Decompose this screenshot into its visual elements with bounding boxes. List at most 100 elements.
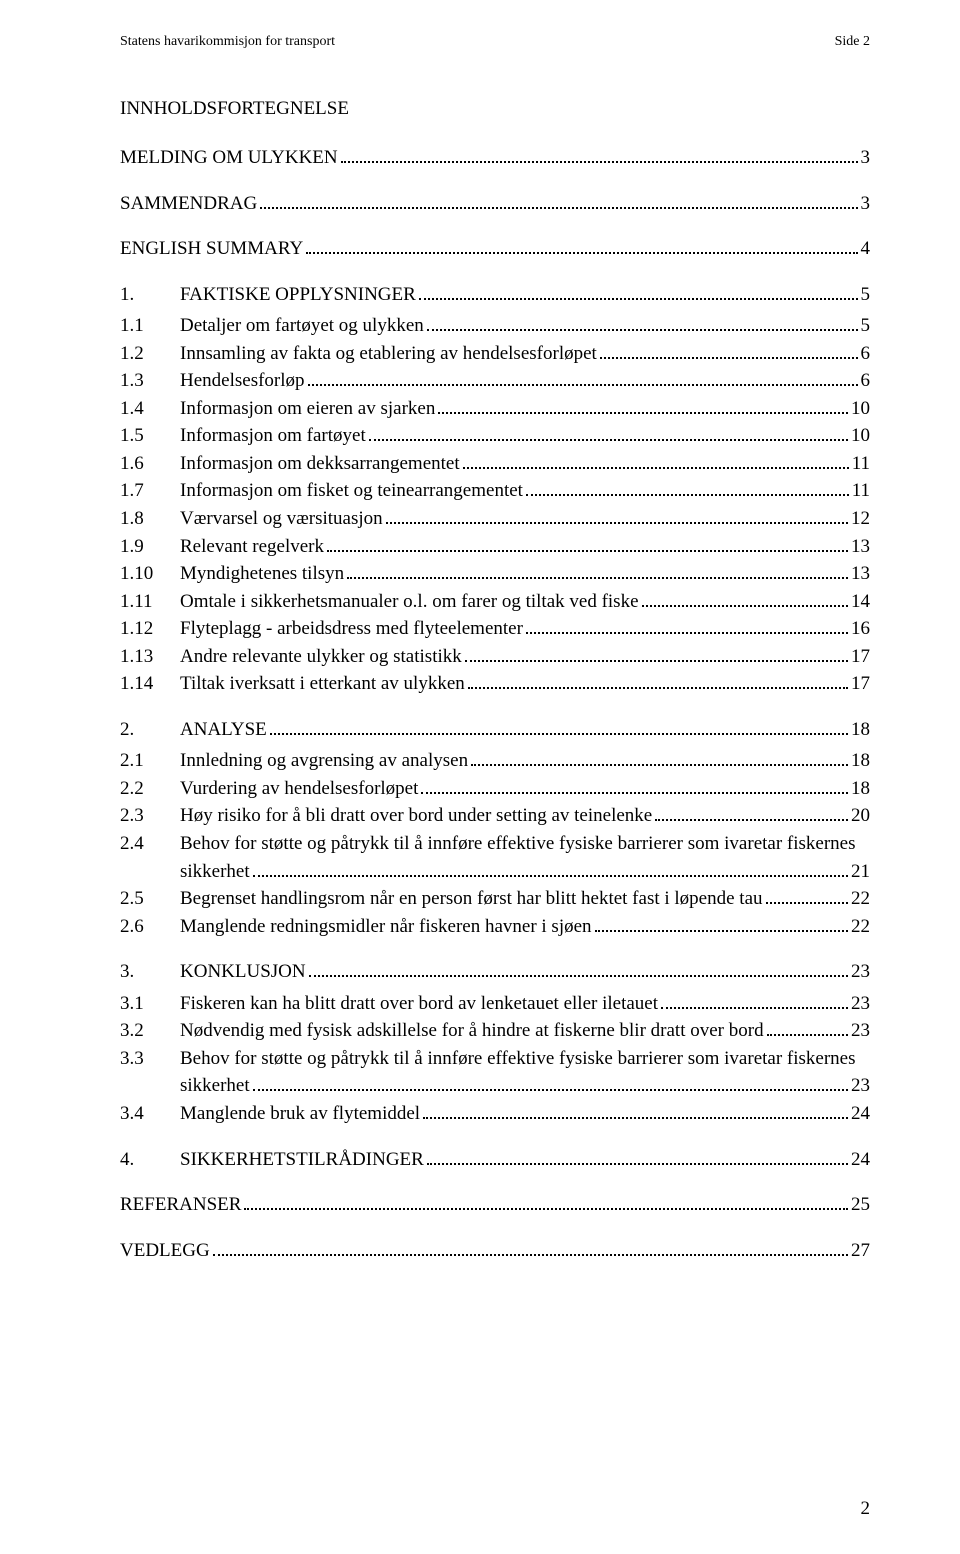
toc-entry-page: 16 bbox=[851, 615, 870, 643]
spacer bbox=[120, 217, 870, 235]
toc-entry-number: 2.4 bbox=[120, 830, 180, 858]
toc-entry: VEDLEGG27 bbox=[120, 1237, 870, 1265]
toc-entry-label: Hendelsesforløp bbox=[180, 367, 305, 395]
toc-entry-page: 23 bbox=[851, 958, 870, 986]
toc-entry-page: 3 bbox=[861, 190, 871, 218]
toc-entry-page: 17 bbox=[851, 670, 870, 698]
toc-entry-page: 4 bbox=[861, 235, 871, 263]
toc-entry: 1.8Værvarsel og værsituasjon12 bbox=[120, 505, 870, 533]
toc-entry-number: 1.9 bbox=[120, 533, 180, 561]
toc-leader bbox=[463, 454, 849, 469]
toc-leader bbox=[253, 861, 848, 876]
toc-entry: 1.10Myndighetenes tilsyn 13 bbox=[120, 560, 870, 588]
toc-leader bbox=[306, 239, 857, 254]
toc-entry-label: Værvarsel og værsituasjon bbox=[180, 505, 383, 533]
toc-entry-page: 5 bbox=[861, 312, 871, 340]
toc-entry-page: 25 bbox=[851, 1191, 870, 1219]
toc-entry-label: Myndighetenes tilsyn bbox=[180, 560, 344, 588]
toc-entry-number: 2.6 bbox=[120, 913, 180, 941]
toc-entry: 1.3Hendelsesforløp6 bbox=[120, 367, 870, 395]
toc-entry-label: REFERANSER bbox=[120, 1191, 241, 1219]
toc-entry-page: 3 bbox=[861, 144, 871, 172]
toc-leader bbox=[386, 509, 848, 524]
toc-entry-number: 2.5 bbox=[120, 885, 180, 913]
toc-entry-page: 24 bbox=[851, 1100, 870, 1128]
toc-entry-number: 1. bbox=[120, 281, 180, 309]
toc-entry-page: 6 bbox=[861, 340, 871, 368]
spacer bbox=[120, 698, 870, 716]
toc-entry-label: MELDING OM ULYKKEN bbox=[120, 144, 338, 172]
toc-leader bbox=[465, 646, 848, 661]
toc-leader bbox=[600, 343, 858, 358]
toc-entry-page: 18 bbox=[851, 775, 870, 803]
toc-entry-page: 12 bbox=[851, 505, 870, 533]
toc-entry-label: Behov for støtte og påtrykk til å innfør… bbox=[180, 830, 856, 858]
toc-entry: 1.11Omtale i sikkerhetsmanualer o.l. om … bbox=[120, 588, 870, 616]
toc-entry-label: Innledning og avgrensing av analysen bbox=[180, 747, 468, 775]
toc-entry-label: Vurdering av hendelsesforløpet bbox=[180, 775, 418, 803]
toc-entry-label: sikkerhet bbox=[180, 858, 250, 886]
toc-entry-label: Informasjon om fartøyet bbox=[180, 422, 366, 450]
toc-leader bbox=[642, 591, 849, 606]
toc-entry-page: 14 bbox=[851, 588, 870, 616]
toc-entry: 1.1Detaljer om fartøyet og ulykken 5 bbox=[120, 312, 870, 340]
toc-leader bbox=[419, 284, 858, 299]
toc-entry-label: Andre relevante ulykker og statistikk bbox=[180, 643, 462, 671]
toc-entry-number: 1.1 bbox=[120, 312, 180, 340]
toc-entry: 3.4Manglende bruk av flytemiddel24 bbox=[120, 1100, 870, 1128]
toc-entry: 3.3Behov for støtte og påtrykk til å inn… bbox=[120, 1045, 870, 1073]
toc-entry: 2.5Begrenset handlingsrom når en person … bbox=[120, 885, 870, 913]
toc-leader bbox=[308, 371, 858, 386]
toc-entry-label: KONKLUSJON bbox=[180, 958, 306, 986]
toc-entry: 1.9Relevant regelverk13 bbox=[120, 533, 870, 561]
toc-entry-page: 20 bbox=[851, 802, 870, 830]
toc-entry-number: 1.10 bbox=[120, 560, 180, 588]
toc-entry-label: Informasjon om eieren av sjarken bbox=[180, 395, 435, 423]
toc-leader bbox=[595, 916, 848, 931]
toc-leader bbox=[421, 779, 848, 794]
toc-entry-number: 2.3 bbox=[120, 802, 180, 830]
toc-entry: MELDING OM ULYKKEN 3 bbox=[120, 144, 870, 172]
toc-entry-number: 1.12 bbox=[120, 615, 180, 643]
toc-entry-page: 27 bbox=[851, 1237, 870, 1265]
toc-entry: 1.6Informasjon om dekksarrangementet11 bbox=[120, 450, 870, 478]
toc-entry-number: 1.2 bbox=[120, 340, 180, 368]
toc-entry-number: 3.3 bbox=[120, 1045, 180, 1073]
toc-entry-page: 23 bbox=[851, 1017, 870, 1045]
toc-leader bbox=[369, 426, 848, 441]
toc-entry-page: 5 bbox=[861, 281, 871, 309]
toc-leader bbox=[253, 1076, 848, 1091]
toc-leader bbox=[427, 316, 858, 331]
toc-entry-number: 3. bbox=[120, 958, 180, 986]
toc-entry-page: 11 bbox=[852, 450, 870, 478]
toc-entry: 3.KONKLUSJON 23 bbox=[120, 958, 870, 986]
toc-entry-page: 22 bbox=[851, 913, 870, 941]
toc-leader bbox=[471, 751, 848, 766]
toc-entry-page: 22 bbox=[851, 885, 870, 913]
toc-entry: sikkerhet21 bbox=[120, 858, 870, 886]
toc-leader bbox=[213, 1240, 848, 1255]
toc-entry-number: 2.2 bbox=[120, 775, 180, 803]
toc-entry-number: 1.3 bbox=[120, 367, 180, 395]
toc-entry: 3.1Fiskeren kan ha blitt dratt over bord… bbox=[120, 990, 870, 1018]
toc-entry-page: 18 bbox=[851, 747, 870, 775]
toc-entry: ENGLISH SUMMARY4 bbox=[120, 235, 870, 263]
toc-container: MELDING OM ULYKKEN3SAMMENDRAG3ENGLISH SU… bbox=[120, 144, 870, 1264]
document-page: Statens havarikommisjon for transport Si… bbox=[0, 0, 960, 1554]
toc-entry-page: 17 bbox=[851, 643, 870, 671]
spacer bbox=[120, 263, 870, 281]
toc-leader bbox=[341, 148, 858, 163]
toc-entry-number: 1.6 bbox=[120, 450, 180, 478]
toc-entry-label: Fiskeren kan ha blitt dratt over bord av… bbox=[180, 990, 658, 1018]
toc-entry-number: 3.1 bbox=[120, 990, 180, 1018]
toc-leader bbox=[327, 536, 848, 551]
toc-entry-label: SIKKERHETSTILRÅDINGER bbox=[180, 1146, 424, 1174]
toc-leader bbox=[309, 962, 848, 977]
toc-entry-page: 11 bbox=[852, 477, 870, 505]
toc-entry-label: Høy risiko for å bli dratt over bord und… bbox=[180, 802, 652, 830]
toc-entry: 2.3Høy risiko for å bli dratt over bord … bbox=[120, 802, 870, 830]
toc-entry-label: Detaljer om fartøyet og ulykken bbox=[180, 312, 424, 340]
toc-entry-page: 13 bbox=[851, 560, 870, 588]
toc-leader bbox=[766, 889, 848, 904]
toc-leader bbox=[468, 674, 848, 689]
